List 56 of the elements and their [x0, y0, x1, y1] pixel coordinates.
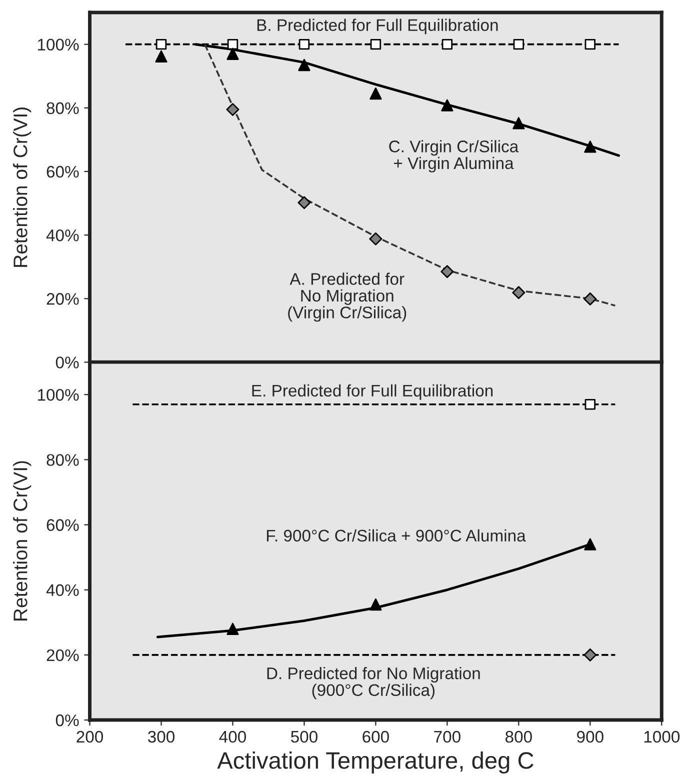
point	[156, 38, 167, 50]
annotation: E. Predicted for Full Equilibration	[252, 384, 493, 400]
annotation: B. Predicted for Full Equilibration	[257, 18, 498, 34]
point	[584, 648, 597, 662]
point	[584, 292, 597, 306]
x-tick-label: 800	[505, 730, 532, 743]
point	[440, 265, 454, 278]
y-tick-label: 80%	[46, 102, 79, 114]
y-tick-label: 100%	[38, 38, 79, 51]
point	[298, 196, 311, 210]
point	[512, 286, 526, 300]
point	[226, 102, 240, 116]
point	[513, 38, 524, 50]
y-tick-label: 60%	[46, 519, 79, 531]
x-tick-label: 1000	[644, 730, 680, 743]
x-tick-label: 400	[219, 730, 246, 743]
y-tick-label: 40%	[46, 584, 79, 596]
y-axis-title: Retention of Cr(VI)	[13, 461, 32, 620]
annotation: A. Predicted for No Migration (Virgin Cr/Silica)	[288, 272, 406, 322]
x-tick-label: 500	[290, 730, 318, 743]
y-tick-label: 0%	[56, 356, 79, 368]
y-tick-label: 0%	[56, 714, 79, 726]
point	[370, 88, 382, 100]
y-tick-label: 60%	[46, 166, 79, 178]
y-tick-label: 20%	[46, 649, 79, 662]
point	[584, 538, 596, 550]
point	[512, 117, 525, 130]
point	[442, 38, 453, 50]
point	[227, 38, 238, 50]
line-series	[204, 43, 616, 307]
x-axis-title: Activation Temperature, deg C	[217, 752, 534, 774]
point	[584, 38, 596, 50]
point	[369, 232, 382, 246]
annotation: C. Virgin Cr/Silica + Virgin Alumina	[389, 140, 519, 172]
point	[298, 58, 310, 72]
point	[370, 38, 382, 50]
point	[226, 48, 239, 60]
x-tick-label: 300	[148, 730, 174, 743]
y-axis-title: Retention of Cr(VI)	[13, 108, 32, 267]
y-tick-label: 80%	[46, 454, 79, 466]
point	[584, 140, 596, 153]
x-tick-label: 600	[362, 730, 389, 743]
point	[226, 622, 239, 635]
y-tick-label: 100%	[38, 388, 79, 401]
point	[370, 598, 382, 611]
point	[584, 399, 596, 410]
point	[155, 50, 168, 62]
annotation: D. Predicted for No Migration (900°C Cr/Silica)	[267, 667, 480, 700]
y-tick-label: 40%	[46, 229, 79, 242]
y-tick-label: 20%	[46, 293, 79, 305]
x-tick-label: 200	[76, 730, 104, 743]
x-tick-label: 700	[434, 730, 460, 743]
point	[298, 38, 310, 50]
annotation: F. 900°C Cr/Silica + 900°C Alumina	[266, 529, 526, 542]
point	[441, 99, 454, 112]
x-tick-label: 900	[577, 730, 604, 743]
